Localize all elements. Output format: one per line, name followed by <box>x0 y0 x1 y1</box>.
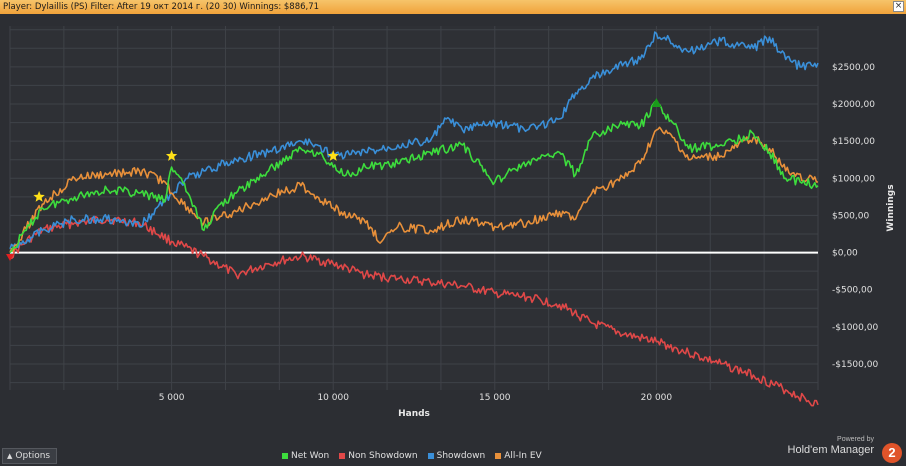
series-line-showdown <box>9 31 819 250</box>
y-tick-label: $0,00 <box>832 249 858 259</box>
x-tick-label: 5 000 <box>159 393 185 403</box>
legend-item-non-showdown[interactable]: Non Showdown <box>339 449 418 463</box>
legend-item-allin-ev[interactable]: All-In EV <box>495 449 542 463</box>
star-marker-icon <box>165 150 178 161</box>
y-tick-label: $1000,00 <box>832 174 875 184</box>
x-tick-label: 15 000 <box>479 393 511 403</box>
legend-label: Net Won <box>291 451 330 461</box>
series-lines <box>9 31 819 407</box>
legend-swatch <box>495 453 502 459</box>
y-tick-label: $2500,00 <box>832 63 875 73</box>
series-line-net-won <box>9 101 819 254</box>
legend-label: All-In EV <box>504 451 542 461</box>
window-title-bar: Player: Dylaillis (PS) Filter: After 19 … <box>0 0 906 14</box>
powered-by-text: Powered by <box>837 436 874 443</box>
y-tick-label: -$500,00 <box>832 286 873 296</box>
y-axis-ticks: $2500,00 $2000,00 $1500,00 $1000,00 $500,00 $… <box>832 63 878 370</box>
product-name: Hold'em Manager <box>787 444 874 456</box>
legend: Net Won Non Showdown Showdown All-In EV <box>282 449 542 463</box>
legend-label: Non Showdown <box>348 451 418 461</box>
series-line-non-showdown <box>9 215 819 407</box>
series-line-allin-ev <box>9 126 819 253</box>
y-tick-label: $1500,00 <box>832 137 875 147</box>
window-title: Player: Dylaillis (PS) Filter: After 19 … <box>3 2 320 12</box>
markers <box>6 98 662 262</box>
legend-item-showdown[interactable]: Showdown <box>427 449 486 463</box>
triangle-up-marker-icon <box>651 98 662 107</box>
close-icon: × <box>894 1 903 11</box>
y-axis-label: Winnings <box>886 184 896 231</box>
x-tick-label: 20 000 <box>641 393 673 403</box>
branding: Powered by Hold'em Manager <box>788 436 874 456</box>
legend-item-net-won[interactable]: Net Won <box>282 449 329 463</box>
legend-swatch <box>339 453 346 459</box>
plot-area <box>10 26 818 390</box>
x-axis-label: Hands <box>398 409 430 419</box>
grid <box>9 26 819 390</box>
x-tick-label: 10 000 <box>317 393 349 403</box>
options-label: Options <box>15 451 51 461</box>
x-axis-ticks: 5 000 10 000 15 000 20 000 <box>159 393 673 403</box>
legend-swatch <box>427 453 434 459</box>
hm2-logo-icon: 2 <box>882 443 902 463</box>
legend-swatch <box>282 453 288 459</box>
y-tick-label: -$1500,00 <box>832 360 878 370</box>
legend-label: Showdown <box>436 451 486 461</box>
y-tick-label: $500,00 <box>832 211 869 221</box>
y-tick-label: -$1000,00 <box>832 323 878 333</box>
winnings-chart: $2500,00 $2000,00 $1500,00 $1000,00 $500,00 $… <box>6 26 896 419</box>
options-arrow-icon: ▲ <box>7 452 13 460</box>
star-marker-icon <box>327 150 339 161</box>
star-marker-icon <box>33 190 45 202</box>
y-tick-label: $2000,00 <box>832 100 875 110</box>
options-button[interactable]: ▲ Options <box>2 448 58 464</box>
triangle-down-marker-icon <box>6 254 14 262</box>
close-button[interactable]: × <box>893 1 904 12</box>
